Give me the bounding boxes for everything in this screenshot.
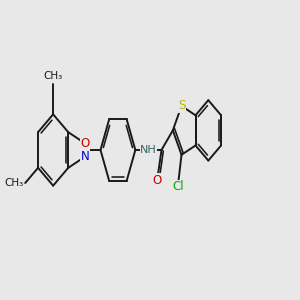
Text: S: S	[178, 100, 185, 112]
Text: Cl: Cl	[173, 180, 184, 194]
Text: O: O	[80, 137, 89, 150]
Text: CH₃: CH₃	[44, 71, 63, 81]
Text: CH₃: CH₃	[4, 178, 24, 188]
Text: NH: NH	[140, 145, 157, 155]
Text: N: N	[80, 150, 89, 163]
Text: O: O	[152, 174, 162, 187]
